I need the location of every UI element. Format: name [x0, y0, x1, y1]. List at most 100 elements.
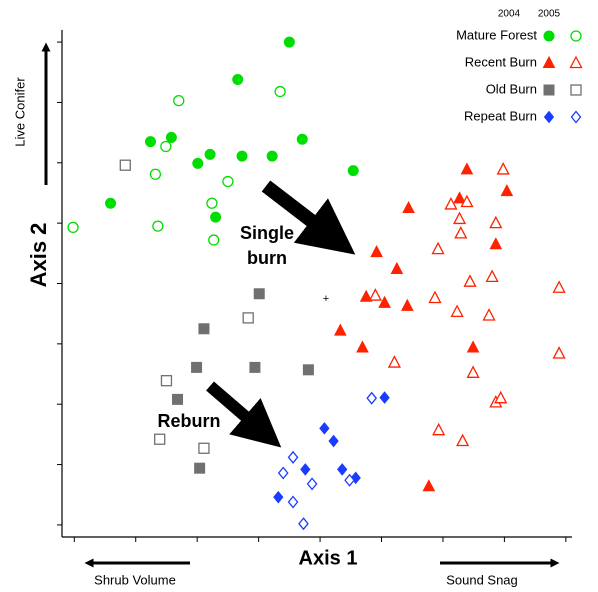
point — [337, 463, 348, 476]
point — [249, 361, 261, 373]
point — [191, 361, 203, 373]
point — [494, 390, 508, 404]
point — [302, 364, 314, 376]
point — [296, 133, 308, 145]
point — [232, 73, 244, 85]
point — [192, 157, 204, 169]
point — [198, 323, 210, 335]
annotation: burn — [247, 248, 287, 268]
point — [552, 346, 566, 359]
point — [453, 191, 466, 204]
point — [400, 298, 414, 311]
point — [450, 304, 464, 318]
point — [387, 355, 401, 368]
point — [266, 150, 278, 162]
point — [460, 162, 474, 175]
point — [204, 148, 216, 160]
point — [460, 194, 474, 208]
point — [277, 466, 289, 480]
legend-marker — [569, 55, 583, 69]
point — [300, 463, 311, 476]
legend-label: Repeat Burn — [464, 108, 537, 123]
point — [466, 340, 480, 353]
legend-label: Recent Burn — [465, 54, 537, 69]
point — [347, 165, 359, 177]
point — [368, 288, 382, 301]
point — [198, 442, 210, 454]
y-axis-label: Axis 2 — [26, 223, 51, 288]
point — [370, 245, 383, 258]
point — [283, 36, 295, 48]
point — [463, 274, 477, 287]
annotation: Reburn — [158, 411, 221, 431]
point — [210, 211, 222, 223]
point — [428, 290, 442, 304]
point — [242, 312, 254, 324]
point — [253, 288, 265, 300]
point — [359, 289, 373, 302]
legend-marker — [542, 55, 556, 68]
point — [160, 375, 173, 387]
annotation: Live Conifer — [12, 77, 27, 147]
legend-label: Old Burn — [486, 81, 537, 96]
legend-year: 2004 — [498, 9, 521, 20]
point — [149, 168, 162, 180]
point — [496, 162, 510, 175]
point — [356, 340, 369, 353]
point — [172, 393, 184, 405]
point — [422, 479, 436, 492]
point — [194, 462, 206, 474]
point — [105, 197, 117, 209]
point — [165, 131, 177, 143]
legend-marker — [543, 110, 555, 124]
point — [328, 434, 339, 448]
point — [500, 184, 514, 197]
point — [482, 308, 496, 321]
point — [379, 391, 390, 404]
point — [67, 221, 79, 234]
point — [485, 269, 499, 283]
point — [208, 234, 220, 246]
point — [334, 323, 347, 336]
point — [273, 490, 284, 504]
point — [390, 261, 404, 275]
x-axis-label: Axis 1 — [299, 547, 358, 569]
point — [298, 517, 309, 531]
annotation: Sound Snag — [446, 572, 518, 587]
point — [274, 85, 286, 98]
point — [287, 450, 299, 464]
legend-marker — [543, 30, 555, 42]
point — [444, 197, 458, 210]
point — [160, 140, 172, 153]
point — [236, 150, 248, 162]
point — [154, 433, 166, 445]
legend-label: Mature Forest — [456, 27, 537, 42]
point — [287, 495, 299, 509]
legend-marker — [543, 84, 555, 96]
point — [306, 477, 318, 491]
point — [206, 197, 218, 209]
point — [466, 365, 480, 378]
point — [402, 200, 415, 214]
annotation-arrow — [206, 381, 282, 448]
legend-year: 2005 — [538, 9, 561, 20]
point — [344, 473, 355, 487]
legend-marker — [570, 84, 582, 96]
point — [366, 391, 378, 405]
legend-marker — [570, 110, 582, 124]
annotation-arrow — [261, 180, 356, 255]
legend-marker — [570, 30, 582, 42]
annotation: Single — [240, 223, 294, 243]
point — [144, 136, 156, 148]
point — [119, 159, 131, 171]
point — [319, 422, 330, 435]
point — [552, 280, 566, 293]
point — [378, 295, 391, 308]
point — [456, 433, 470, 447]
annotation: Shrub Volume — [94, 572, 176, 587]
point — [454, 226, 468, 239]
point — [152, 220, 164, 232]
point — [431, 241, 445, 255]
point — [222, 175, 234, 188]
